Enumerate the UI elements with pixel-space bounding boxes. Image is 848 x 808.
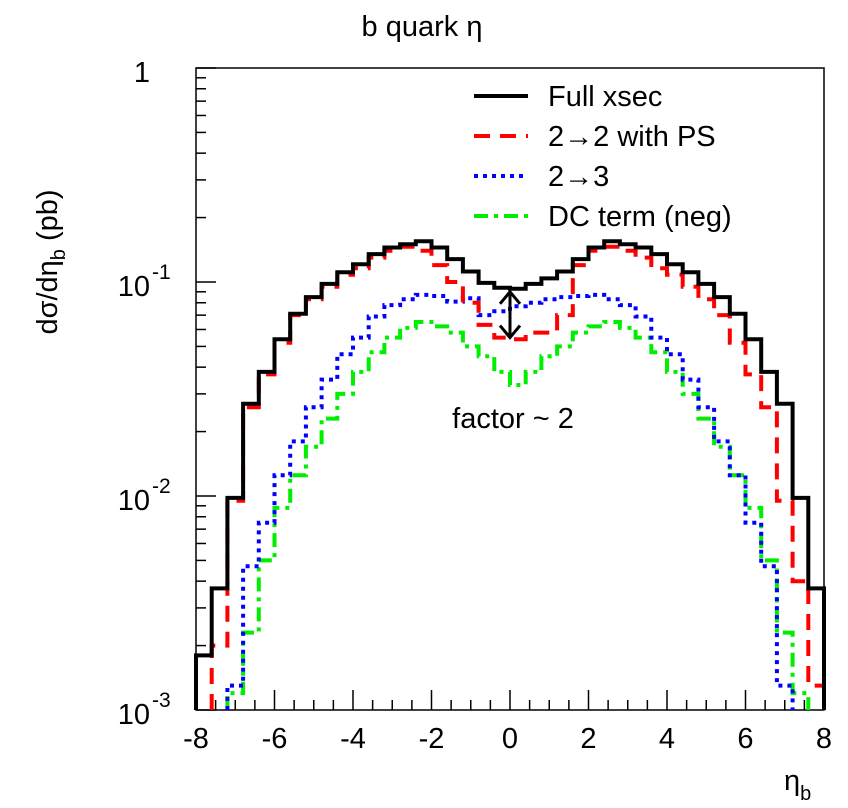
- series-line-dc-term-neg-: [225, 320, 811, 710]
- y-tick-label-base: 10: [118, 485, 150, 517]
- arrow-head-bottom: [498, 324, 522, 340]
- y-tick-label-base: 1: [134, 57, 150, 89]
- x-tick-label: -2: [419, 723, 445, 755]
- x-tick-label: 0: [502, 723, 518, 755]
- x-axis-label-sub: b: [800, 783, 811, 805]
- x-tick-label: 6: [737, 723, 753, 755]
- legend-label-2to3: 2→3: [548, 161, 609, 193]
- x-tick-label: -8: [183, 723, 209, 755]
- y-tick-label-base: 10: [118, 699, 150, 731]
- y-axis-label: dσ/dηb (pb): [32, 189, 70, 334]
- y-tick-label-exponent: -2: [152, 475, 171, 498]
- x-axis-label: ηb: [784, 765, 811, 805]
- legend-label-2to2-ps: 2→2 with PS: [548, 121, 716, 153]
- arrow-head-top: [498, 289, 522, 305]
- series-line-2-3: [225, 292, 795, 710]
- y-axis-label-main: dσ/dη: [32, 260, 64, 334]
- y-tick-label-exponent: -3: [152, 689, 171, 712]
- x-tick-label: 8: [816, 723, 832, 755]
- legend: Full xsec 2→2 with PS 2→3 DC term (neg): [474, 81, 732, 233]
- y-axis-label-unit: (pb): [32, 189, 64, 249]
- double-arrow: [498, 289, 522, 340]
- legend-label-dc-term: DC term (neg): [548, 201, 732, 233]
- chart-title: b quark η: [362, 11, 483, 43]
- y-tick-label-exponent: -1: [152, 261, 171, 284]
- y-tick-label-base: 10: [118, 271, 150, 303]
- svg-text:dσ/dηb (pb): dσ/dηb (pb): [32, 189, 70, 334]
- axis-ticks: -8 -6 -4 -2 0 2 4 6 810 -310 -210 -11: [118, 57, 832, 755]
- x-tick-label: -4: [340, 723, 366, 755]
- y-axis-label-sub: b: [48, 249, 70, 260]
- x-axis-label-main: η: [784, 765, 800, 797]
- annotation-factor: factor ~ 2: [452, 403, 574, 435]
- x-tick-label: -6: [262, 723, 288, 755]
- plot-frame: [195, 67, 825, 711]
- legend-label-full-xsec: Full xsec: [548, 81, 662, 113]
- series-line-2-2-with-ps: [209, 244, 826, 710]
- series-line-full-xsec: [194, 239, 826, 710]
- x-tick-label: 2: [580, 723, 596, 755]
- x-tick-label: 4: [659, 723, 675, 755]
